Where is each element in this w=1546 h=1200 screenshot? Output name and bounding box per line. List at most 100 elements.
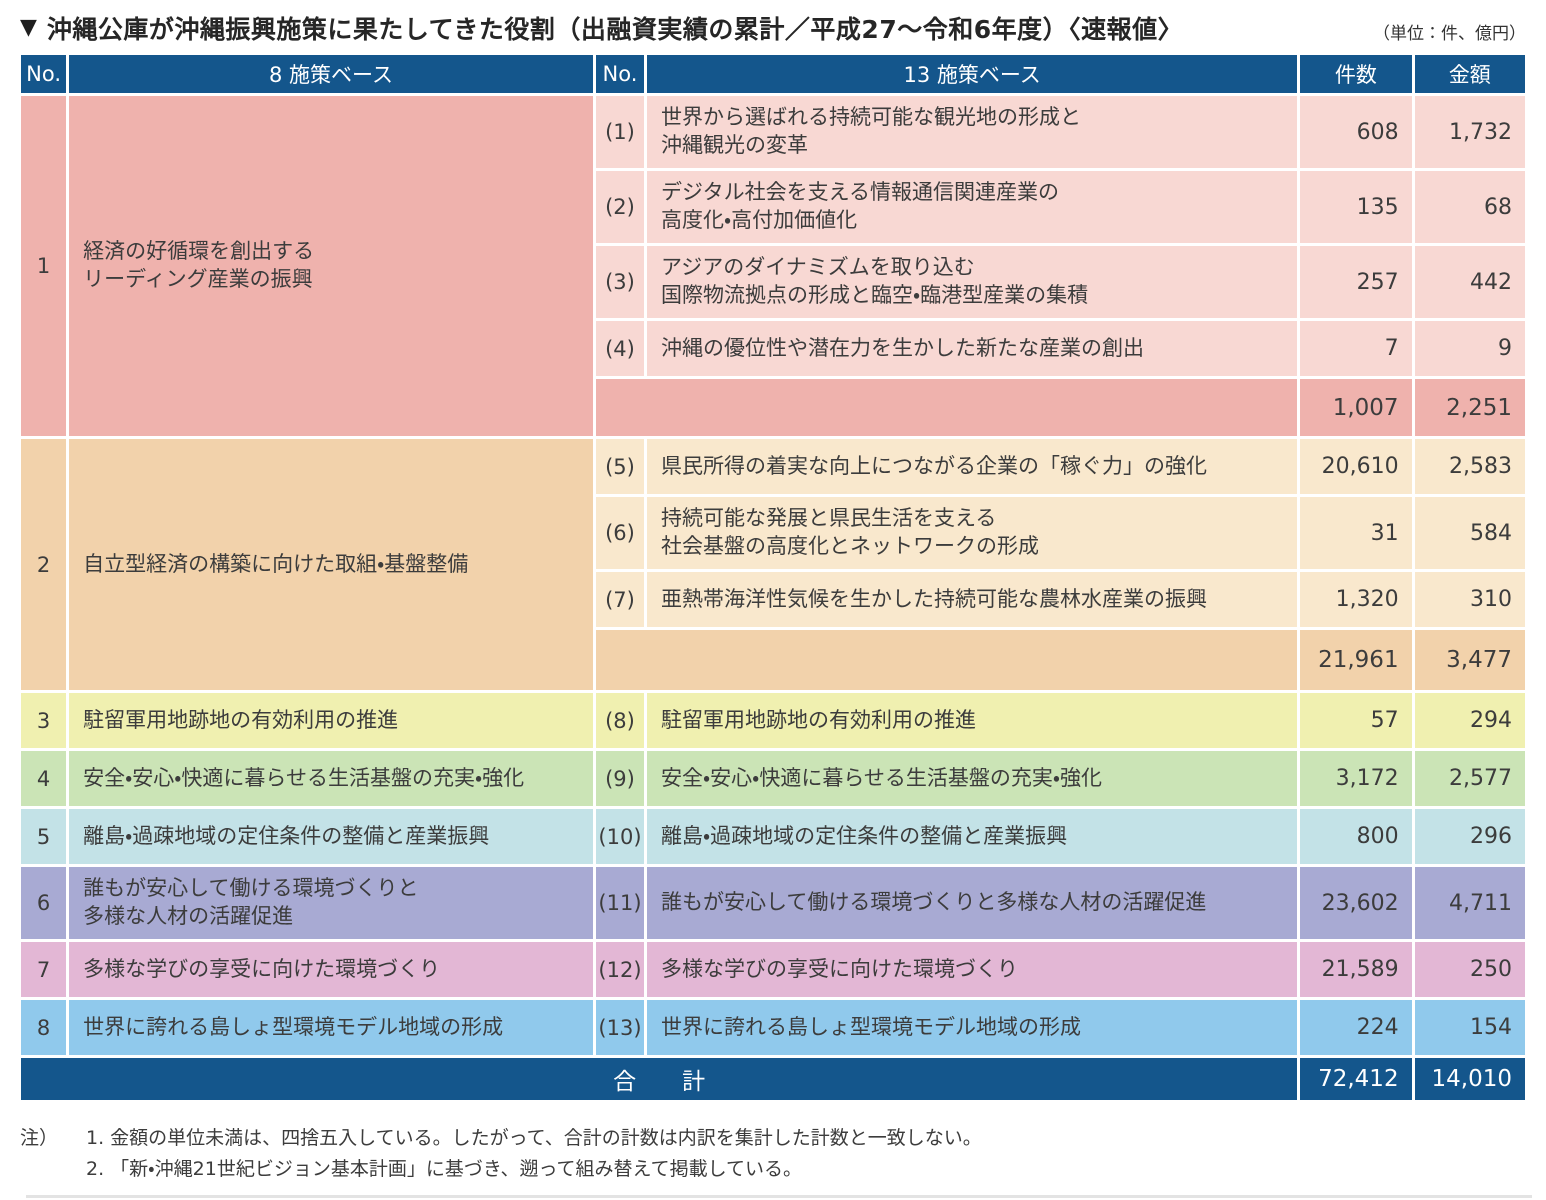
count-value: 224: [1300, 1000, 1412, 1055]
count-value: 135: [1300, 171, 1412, 243]
policy8-label: 多様な学びの享受に向けた環境づくり: [69, 942, 593, 997]
row-no-right: (11): [595, 867, 645, 939]
count-value: 31: [1300, 497, 1412, 569]
header-count: 件数: [1300, 55, 1412, 93]
policy13-label: 離島・過疎地域の定住条件の整備と産業振興: [647, 809, 1298, 864]
count-value: 1,320: [1300, 572, 1412, 627]
footnote-list: 1. 金額の単位未満は、四捨五入している。したがって、合計の計数は内訳を集計した…: [86, 1123, 982, 1186]
policy-label: 沖縄の優位性や潜在力を生かした新たな産業の創出: [647, 321, 1298, 376]
table-row: (6) 持続可能な発展と県民生活を支える 社会基盤の高度化とネットワークの形成 …: [21, 497, 1525, 569]
policy8-label: 離島・過疎地域の定住条件の整備と産業振興: [69, 809, 593, 864]
amount-value: 1,732: [1414, 96, 1525, 168]
amount-value: 2,577: [1414, 751, 1525, 806]
table-row: (3) アジアのダイナミズムを取り込む 国際物流拠点の形成と臨空・臨港型産業の集…: [21, 246, 1525, 318]
amount-value: 584: [1414, 497, 1525, 569]
table-row: 5 離島・過疎地域の定住条件の整備と産業振興 (10) 離島・過疎地域の定住条件…: [21, 809, 1525, 864]
count-value: 21,589: [1300, 942, 1412, 997]
total-count: 72,412: [1300, 1058, 1412, 1100]
row-no-right: (12): [595, 942, 645, 997]
policy13-label: 駐留軍用地跡地の有効利用の推進: [647, 693, 1298, 748]
policy8-label: 駐留軍用地跡地の有効利用の推進: [69, 693, 593, 748]
footnote-item: 1. 金額の単位未満は、四捨五入している。したがって、合計の計数は内訳を集計した…: [86, 1127, 982, 1149]
policy-label: 県民所得の着実な向上につながる企業の「稼ぐ力」の強化: [647, 439, 1298, 494]
header-amount: 金額: [1414, 55, 1525, 93]
table-row: 8 世界に誇れる島しょ型環境モデル地域の形成 (13) 世界に誇れる島しょ型環境…: [21, 1000, 1525, 1055]
amount-value: 68: [1414, 171, 1525, 243]
row-no: (6): [595, 497, 645, 569]
policy-label: 持続可能な発展と県民生活を支える 社会基盤の高度化とネットワークの形成: [647, 497, 1298, 569]
total-label: 合 計: [21, 1058, 1298, 1100]
group-no: 2: [21, 439, 67, 690]
header-no-right: No.: [595, 55, 645, 93]
title-bar: ▼ 沖縄公庫が沖縄振興施策に果たしてきた役割（出融資実績の累計／平成27～令和6…: [0, 0, 1546, 52]
row-no-left: 6: [21, 867, 67, 939]
table-header-row: No. 8 施策ベース No. 13 施策ベース 件数 金額: [21, 55, 1525, 93]
total-row: 合 計 72,412 14,010: [21, 1058, 1525, 1100]
group-label: 自立型経済の構築に向けた取組・基盤整備: [69, 439, 593, 690]
subtotal-count: 1,007: [1300, 379, 1412, 436]
unit-note: （単位：件、億円）: [1373, 24, 1526, 44]
subtotal-spacer: [595, 630, 1298, 690]
subtotal-count: 21,961: [1300, 630, 1412, 690]
table-row: 6 誰もが安心して働ける環境づくりと 多様な人材の活躍促進 (11) 誰もが安心…: [21, 867, 1525, 939]
count-value: 608: [1300, 96, 1412, 168]
row-no-right: (10): [595, 809, 645, 864]
row-no-left: 8: [21, 1000, 67, 1055]
table-row: (4) 沖縄の優位性や潜在力を生かした新たな産業の創出 7 9: [21, 321, 1525, 376]
subtotal-spacer: [595, 379, 1298, 436]
subtotal-amount: 3,477: [1414, 630, 1525, 690]
subtotal-amount: 2,251: [1414, 379, 1525, 436]
policy13-label: 誰もが安心して働ける環境づくりと多様な人材の活躍促進: [647, 867, 1298, 939]
row-no-left: 3: [21, 693, 67, 748]
footnote-prefix: 注）: [20, 1127, 59, 1149]
row-no: (7): [595, 572, 645, 627]
row-no-left: 4: [21, 751, 67, 806]
amount-value: 4,711: [1414, 867, 1525, 939]
row-no-right: (13): [595, 1000, 645, 1055]
policy-label: アジアのダイナミズムを取り込む 国際物流拠点の形成と臨空・臨港型産業の集積: [647, 246, 1298, 318]
title-left: ▼ 沖縄公庫が沖縄振興施策に果たしてきた役割（出融資実績の累計／平成27～令和6…: [20, 10, 1183, 46]
table-row: (2) デジタル社会を支える情報通信関連産業の 高度化・高付加価値化 135 6…: [21, 171, 1525, 243]
group-label: 経済の好循環を創出する リーディング産業の振興: [69, 96, 593, 436]
count-value: 23,602: [1300, 867, 1412, 939]
footnotes: 注） 1. 金額の単位未満は、四捨五入している。したがって、合計の計数は内訳を集…: [20, 1123, 1546, 1186]
count-value: 20,610: [1300, 439, 1412, 494]
policy13-label: 多様な学びの享受に向けた環境づくり: [647, 942, 1298, 997]
bottom-divider: [26, 1195, 1532, 1198]
header-policy8: 8 施策ベース: [69, 55, 593, 93]
row-no-left: 7: [21, 942, 67, 997]
table-row: 4 安全・安心・快適に暮らせる生活基盤の充実・強化 (9) 安全・安心・快適に暮…: [21, 751, 1525, 806]
triangle-marker-icon: ▼: [20, 15, 37, 40]
policy13-label: 世界に誇れる島しょ型環境モデル地域の形成: [647, 1000, 1298, 1055]
count-value: 3,172: [1300, 751, 1412, 806]
header-no-left: No.: [21, 55, 67, 93]
row-no-right: (9): [595, 751, 645, 806]
amount-value: 154: [1414, 1000, 1525, 1055]
subtotal-row: 21,961 3,477: [21, 630, 1525, 690]
subtotal-row: 1,007 2,251: [21, 379, 1525, 436]
header-policy13: 13 施策ベース: [647, 55, 1298, 93]
count-value: 800: [1300, 809, 1412, 864]
count-value: 57: [1300, 693, 1412, 748]
policy-label: 世界から選ばれる持続可能な観光地の形成と 沖縄観光の変革: [647, 96, 1298, 168]
policy8-label: 安全・安心・快適に暮らせる生活基盤の充実・強化: [69, 751, 593, 806]
amount-value: 9: [1414, 321, 1525, 376]
policy8-label: 誰もが安心して働ける環境づくりと 多様な人材の活躍促進: [69, 867, 593, 939]
amount-value: 442: [1414, 246, 1525, 318]
table-row: 2 自立型経済の構築に向けた取組・基盤整備 (5) 県民所得の着実な向上につなが…: [21, 439, 1525, 690]
table-row: 3 駐留軍用地跡地の有効利用の推進 (8) 駐留軍用地跡地の有効利用の推進 57…: [21, 693, 1525, 748]
row-no: (2): [595, 171, 645, 243]
row-no: (5): [595, 439, 645, 494]
table-row: 7 多様な学びの享受に向けた環境づくり (12) 多様な学びの享受に向けた環境づ…: [21, 942, 1525, 997]
row-no: (1): [595, 96, 645, 168]
table-row: (7) 亜熱帯海洋性気候を生かした持続可能な農林水産業の振興 1,320 310: [21, 572, 1525, 627]
policy-results-table: No. 8 施策ベース No. 13 施策ベース 件数 金額 1 経済の好循環を…: [18, 52, 1528, 1103]
table-row: 1 経済の好循環を創出する リーディング産業の振興 (1) 世界から選ばれる持続…: [21, 96, 1525, 436]
row-no-left: 5: [21, 809, 67, 864]
amount-value: 2,583: [1414, 439, 1525, 494]
policy13-label: 安全・安心・快適に暮らせる生活基盤の充実・強化: [647, 751, 1298, 806]
row-no: (3): [595, 246, 645, 318]
row-no-right: (8): [595, 693, 645, 748]
footnote-item: 2. 「新・沖縄21世紀ビジョン基本計画」に基づき、遡って組み替えて掲載している…: [86, 1158, 803, 1181]
